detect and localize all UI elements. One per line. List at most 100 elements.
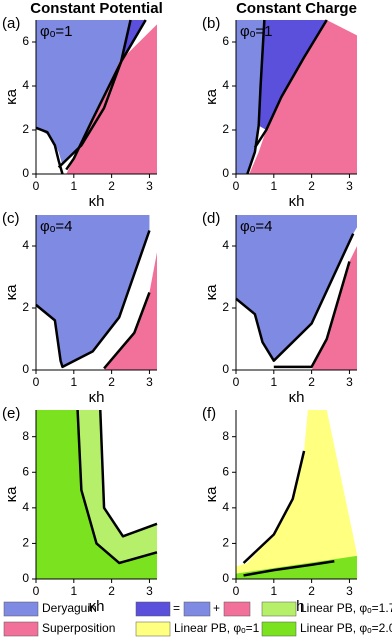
panel-label: (a)	[2, 15, 20, 32]
y-tick-label: 4	[22, 78, 29, 92]
y-tick-label: 2	[22, 300, 29, 314]
legend-label: Linear PB, φₒ=1.75	[300, 601, 392, 615]
legend-swatch	[223, 601, 251, 617]
region	[36, 20, 131, 166]
x-tick-label: 2	[308, 179, 315, 193]
x-tick-label: 0	[33, 584, 40, 598]
panel-label: (e)	[2, 405, 20, 422]
y-axis-label: κa	[3, 486, 20, 503]
x-tick-label: 2	[108, 584, 115, 598]
boundary-curve	[242, 450, 306, 564]
x-tick-label: 3	[146, 179, 153, 193]
y-tick-label: 0	[222, 362, 229, 376]
y-tick-label: 6	[222, 34, 229, 48]
boundary-curve	[99, 409, 158, 538]
y-axis-label: κa	[203, 284, 220, 301]
x-tick-label: 0	[233, 584, 240, 598]
x-tick-label: 3	[146, 584, 153, 598]
y-tick-label: 2	[222, 122, 229, 136]
legend-swatch	[261, 621, 297, 637]
legend-swatch	[3, 621, 39, 637]
x-axis-label: κh	[289, 389, 305, 406]
column-title: Constant Potential	[30, 0, 163, 17]
annotation: φₒ=4	[40, 218, 73, 235]
y-tick-label: 4	[222, 238, 229, 252]
annotation: φₒ=1	[40, 23, 73, 40]
legend-swatch	[183, 601, 211, 617]
y-axis-label: κa	[3, 88, 20, 105]
x-tick-label: 3	[346, 179, 353, 193]
legend-swatch	[135, 601, 171, 617]
panel-label: (b)	[202, 15, 220, 32]
legend-swatch	[135, 621, 171, 637]
region	[236, 20, 265, 174]
x-tick-label: 1	[70, 179, 77, 193]
boundary-curve	[243, 559, 335, 577]
legend-label: Linear PB, φₒ=1	[174, 621, 260, 635]
legend-label: Superposition	[42, 621, 115, 635]
x-tick-label: 2	[108, 375, 115, 389]
region	[36, 410, 157, 579]
boundary-curve	[57, 19, 132, 169]
region	[104, 252, 157, 370]
column-title: Constant Charge	[236, 0, 357, 17]
y-tick-label: 2	[222, 300, 229, 314]
x-tick-label: 2	[108, 179, 115, 193]
legend-label: +	[213, 601, 220, 615]
x-tick-label: 1	[70, 584, 77, 598]
x-tick-label: 1	[270, 375, 277, 389]
y-tick-label: 2	[22, 122, 29, 136]
region	[236, 410, 357, 574]
panel-label: (d)	[202, 210, 220, 227]
y-tick-label: 8	[222, 429, 229, 443]
y-tick-label: 8	[22, 429, 29, 443]
region	[249, 20, 357, 174]
x-tick-label: 3	[346, 584, 353, 598]
boundary-curve	[65, 19, 147, 171]
panel-label: (f)	[202, 405, 216, 422]
annotation: φₒ=4	[240, 218, 273, 235]
x-tick-label: 0	[233, 375, 240, 389]
x-axis-label: κh	[89, 389, 105, 406]
x-axis-label: κh	[289, 193, 305, 210]
y-tick-label: 0	[22, 166, 29, 180]
x-tick-label: 2	[308, 584, 315, 598]
boundary-curve	[246, 19, 266, 175]
y-tick-label: 2	[22, 536, 29, 550]
y-tick-label: 6	[22, 464, 29, 478]
boundary-curve	[35, 230, 151, 369]
x-tick-label: 0	[233, 179, 240, 193]
y-tick-label: 6	[222, 464, 229, 478]
y-tick-label: 4	[22, 238, 29, 252]
y-tick-label: 0	[222, 571, 229, 585]
region	[236, 215, 357, 361]
y-tick-label: 2	[222, 536, 229, 550]
y-axis-label: κa	[203, 486, 220, 503]
legend-label: Linear PB, φₒ=2.00	[300, 621, 392, 635]
x-tick-label: 3	[146, 375, 153, 389]
y-tick-label: 0	[22, 362, 29, 376]
legend-label: Deryaguin	[42, 601, 97, 615]
boundary-curve	[76, 409, 158, 565]
legend-swatch	[3, 601, 39, 617]
x-tick-label: 0	[33, 375, 40, 389]
region	[36, 215, 150, 367]
x-tick-label: 1	[270, 179, 277, 193]
boundary-curve	[103, 292, 151, 370]
y-tick-label: 0	[22, 571, 29, 585]
boundary-curve	[253, 19, 328, 149]
x-tick-label: 0	[33, 179, 40, 193]
boundary-curve	[235, 233, 355, 362]
x-axis-label: κh	[89, 193, 105, 210]
y-tick-label: 4	[222, 500, 229, 514]
y-tick-label: 4	[22, 500, 29, 514]
x-tick-label: 3	[346, 375, 353, 389]
boundary-curve	[273, 261, 351, 369]
y-tick-label: 0	[222, 166, 229, 180]
x-tick-label: 1	[70, 375, 77, 389]
annotation: φₒ=1	[240, 23, 273, 40]
panel-label: (c)	[2, 210, 20, 227]
x-tick-label: 1	[270, 584, 277, 598]
legend-label: =	[173, 601, 180, 615]
